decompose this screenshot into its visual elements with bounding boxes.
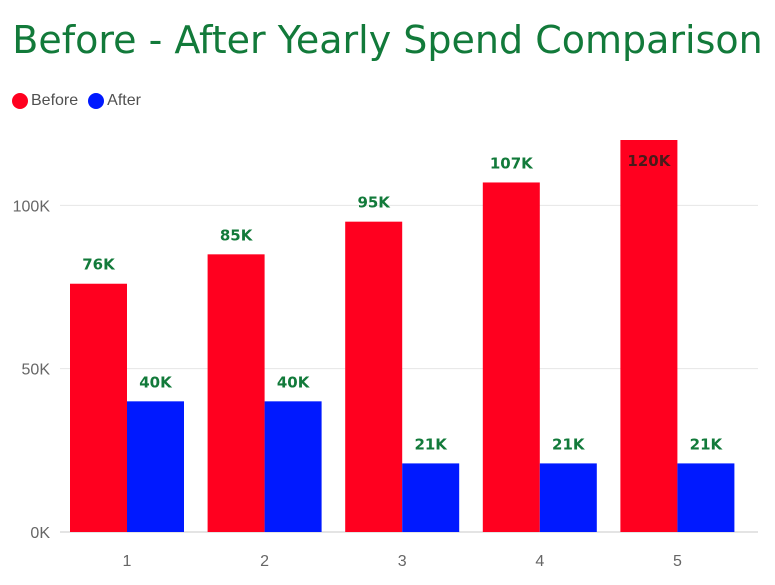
- data-label-before-1: 76K: [82, 256, 116, 274]
- data-label-after-4: 21K: [552, 435, 586, 453]
- x-tick-label-5: 5: [673, 553, 682, 570]
- data-label-after-2: 40K: [277, 373, 311, 391]
- y-tick-label-1: 50K: [22, 362, 51, 379]
- bar-after-5[interactable]: [677, 463, 734, 532]
- x-tick-label-4: 4: [535, 553, 544, 570]
- data-label-after-1: 40K: [139, 373, 173, 391]
- data-label-before-2: 85K: [220, 226, 254, 244]
- data-label-after-5: 21K: [690, 435, 724, 453]
- bar-after-1[interactable]: [127, 401, 184, 532]
- data-label-before-3: 95K: [357, 194, 391, 212]
- data-label-before-4: 107K: [490, 154, 534, 172]
- bar-after-4[interactable]: [540, 463, 597, 532]
- bar-chart: 0K 50K 100K 76K 40K 1 85K 40K 2 95K 21K 3 107K 21K 4 12…: [0, 0, 775, 585]
- y-tick-label-0: 0K: [30, 525, 50, 542]
- x-tick-label-1: 1: [123, 553, 132, 570]
- bar-before-2[interactable]: [208, 254, 265, 532]
- x-tick-label-3: 3: [398, 553, 407, 570]
- x-tick-label-2: 2: [260, 553, 269, 570]
- y-tick-label-2: 100K: [13, 198, 51, 215]
- bar-after-3[interactable]: [402, 463, 459, 532]
- bar-before-5[interactable]: [620, 140, 677, 532]
- data-label-after-3: 21K: [414, 435, 448, 453]
- bar-after-2[interactable]: [265, 401, 322, 532]
- bar-before-1[interactable]: [70, 284, 127, 532]
- data-label-before-5: 120K: [627, 152, 671, 170]
- bar-before-3[interactable]: [345, 222, 402, 532]
- bar-before-4[interactable]: [483, 182, 540, 532]
